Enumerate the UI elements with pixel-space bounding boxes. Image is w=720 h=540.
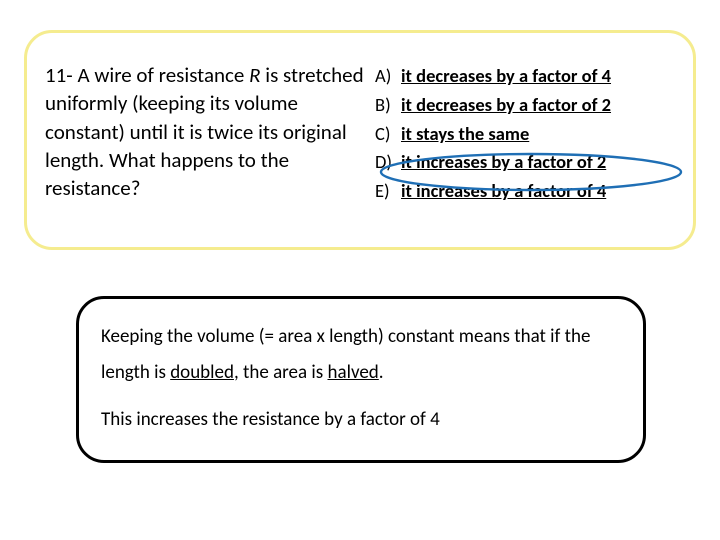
explanation-p1: Keeping the volume (= area x length) con… [101, 319, 621, 391]
option-text: it decreases by a factor of 2 [401, 92, 611, 119]
option-letter: A) [375, 63, 401, 90]
option-letter: D) [375, 149, 401, 176]
question-var: R [249, 62, 260, 88]
exp-p1e: . [379, 361, 384, 384]
option-b: B) it decreases by a factor of 2 [375, 92, 675, 119]
option-letter: C) [375, 121, 401, 148]
option-e: E) it increases by a factor of 4 [375, 178, 675, 205]
option-text: it stays the same [401, 121, 529, 148]
exp-doubled: doubled [170, 361, 234, 384]
question-prefix: 11- A wire of resistance [45, 62, 249, 88]
question-text: 11- A wire of resistance R is stretched … [45, 61, 375, 229]
explanation-card: Keeping the volume (= area x length) con… [76, 296, 646, 463]
option-text: it increases by a factor of 2 [401, 149, 606, 176]
option-text: it decreases by a factor of 4 [401, 63, 611, 90]
option-letter: E) [375, 178, 401, 205]
exp-p1c: , the area is [234, 361, 328, 384]
option-text: it increases by a factor of 4 [401, 178, 606, 205]
options-list: A) it decreases by a factor of 4 B) it d… [375, 61, 675, 229]
explanation-p2: This increases the resistance by a facto… [101, 405, 621, 435]
option-d: D) it increases by a factor of 2 [375, 149, 675, 176]
option-letter: B) [375, 92, 401, 119]
exp-halved: halved [328, 361, 379, 384]
question-card: 11- A wire of resistance R is stretched … [24, 30, 696, 250]
option-a: A) it decreases by a factor of 4 [375, 63, 675, 90]
option-c: C) it stays the same [375, 121, 675, 148]
